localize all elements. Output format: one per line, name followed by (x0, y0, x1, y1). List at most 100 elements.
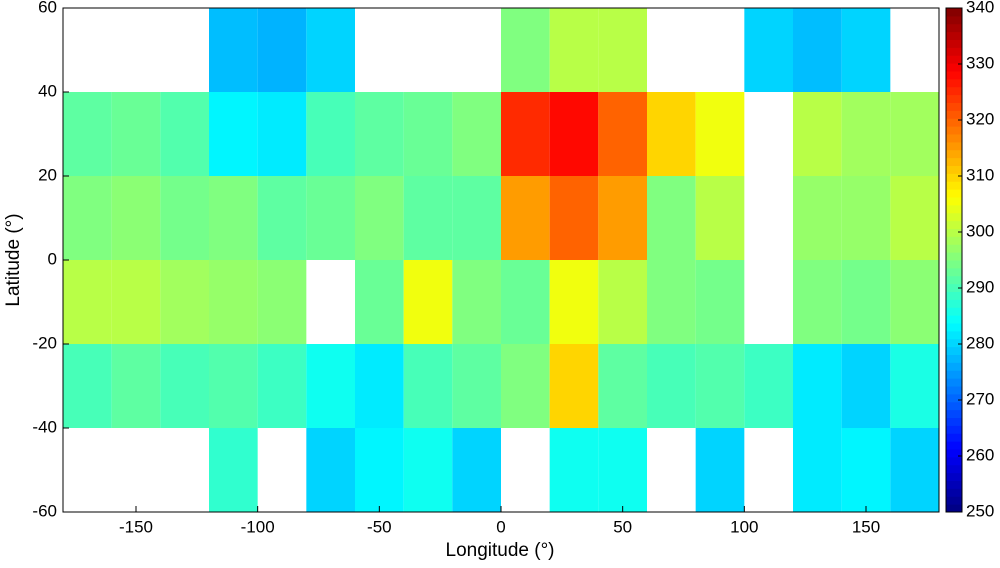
cell (257, 176, 307, 260)
colorbar-step (946, 31, 962, 40)
x-tick-label: -150 (119, 517, 153, 536)
colorbar-step (946, 456, 962, 466)
x-tick-label: 50 (613, 517, 632, 536)
x-tick-label: 150 (852, 517, 880, 536)
x-tick-label: -50 (367, 517, 392, 536)
colorbar-step (946, 47, 962, 56)
cell (209, 260, 258, 344)
colorbar-step (946, 291, 962, 300)
cell (257, 260, 307, 344)
colorbar-tick-label: 310 (966, 165, 994, 184)
colorbar-tick-label: 270 (966, 389, 994, 408)
cell (695, 344, 745, 428)
cell (452, 260, 501, 344)
cell (111, 344, 161, 428)
cell (501, 8, 550, 92)
cell (549, 176, 599, 260)
cell (744, 8, 793, 92)
cell (63, 176, 112, 260)
cell (257, 8, 307, 92)
cell (598, 260, 647, 344)
cell (793, 8, 842, 92)
colorbar-step (946, 212, 962, 222)
cell (793, 92, 842, 176)
cell (598, 344, 647, 428)
cell (63, 260, 112, 344)
cell (306, 344, 355, 428)
cell (452, 176, 501, 260)
cell (647, 92, 696, 176)
cell (793, 428, 842, 512)
cell (209, 428, 258, 512)
cell (695, 260, 745, 344)
cell (744, 344, 793, 428)
cell (598, 428, 647, 512)
cell (549, 260, 599, 344)
cell (160, 344, 209, 428)
cell (306, 428, 355, 512)
y-tick-label: 0 (48, 249, 57, 268)
cell (793, 344, 842, 428)
cell (793, 260, 842, 344)
colorbar-step (946, 110, 962, 119)
colorbar-step (946, 141, 962, 151)
colorbar-tick-label: 330 (966, 53, 994, 72)
y-tick-label: -20 (32, 333, 57, 352)
colorbar-step (946, 338, 962, 348)
colorbar-step (946, 323, 962, 332)
colorbar-step (946, 252, 962, 261)
colorbar-step (946, 134, 962, 143)
colorbar-step (946, 8, 962, 17)
colorbar-step (946, 244, 962, 253)
colorbar-step (946, 370, 962, 379)
cell (890, 176, 939, 260)
colorbar-step (946, 378, 962, 387)
cell (793, 176, 842, 260)
cell (549, 344, 599, 428)
cell (160, 260, 209, 344)
cell (160, 176, 209, 260)
colorbar-step (946, 441, 962, 450)
cell (841, 260, 891, 344)
cell (209, 92, 258, 176)
colorbar-step (946, 236, 962, 245)
colorbar-step (946, 39, 962, 48)
y-tick-label: 60 (38, 0, 57, 16)
y-tick-label: 20 (38, 165, 57, 184)
cell (355, 260, 404, 344)
colorbar-step (946, 315, 962, 324)
cell (355, 176, 404, 260)
colorbar-step (946, 102, 962, 111)
cell (257, 92, 307, 176)
cell (306, 8, 355, 92)
cell (695, 92, 745, 176)
cell (209, 344, 258, 428)
cell (209, 176, 258, 260)
colorbar-step (946, 71, 962, 80)
cell (160, 92, 209, 176)
cell (403, 344, 453, 428)
colorbar-step (946, 425, 962, 434)
cell (501, 260, 550, 344)
colorbar-step (946, 15, 962, 25)
y-tick-label: -60 (32, 501, 57, 520)
colorbar-step (946, 260, 962, 269)
colorbar-step (946, 307, 962, 316)
cell (647, 260, 696, 344)
colorbar-step (946, 126, 962, 135)
cell (549, 8, 599, 92)
colorbar-tick-label: 340 (966, 0, 994, 16)
colorbar-step (946, 362, 962, 371)
colorbar-step (946, 393, 962, 403)
cell (890, 344, 939, 428)
colorbar-tick-label: 280 (966, 333, 994, 352)
cell (695, 428, 745, 512)
x-tick-label: -100 (241, 517, 275, 536)
cell (549, 92, 599, 176)
colorbar-step (946, 204, 962, 214)
colorbar-tick-label: 300 (966, 221, 994, 240)
cell (452, 344, 501, 428)
cell (598, 92, 647, 176)
colorbar-step (946, 157, 962, 166)
cell (890, 260, 939, 344)
